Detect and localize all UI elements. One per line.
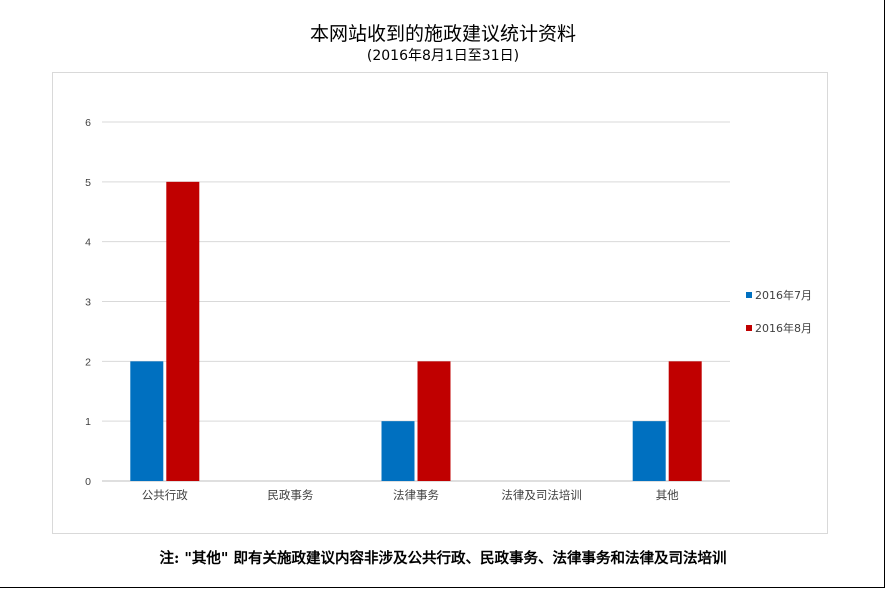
chart-subtitle: (2016年8月1日至31日) — [366, 48, 520, 64]
legend-swatch — [746, 325, 752, 331]
bars — [130, 181, 702, 482]
y-tick-label: 2 — [85, 356, 91, 368]
bar — [166, 181, 200, 482]
x-tick-label: 公共行政 — [142, 488, 188, 502]
y-axis-ticks: 0 1 2 3 4 5 6 — [85, 117, 91, 488]
y-tick-label: 3 — [85, 297, 91, 309]
x-tick-label: 民政事务 — [267, 488, 313, 502]
bar — [632, 421, 666, 481]
bar — [668, 361, 702, 481]
legend: 2016年7月 2016年8月 — [746, 288, 812, 335]
x-tick-label: 法律及司法培训 — [501, 488, 582, 502]
y-tick-label: 6 — [85, 117, 91, 129]
chart-title: 本网站收到的施政建议统计资料 — [309, 23, 576, 45]
y-tick-label: 5 — [85, 177, 91, 189]
legend-swatch — [746, 292, 752, 298]
y-tick-label: 4 — [85, 237, 91, 249]
footnote: 注: "其他" 即有关施政建议内容非涉及公共行政、民政事务、法律事务和法律及司法… — [159, 550, 727, 567]
y-tick-label: 1 — [85, 416, 91, 428]
legend-label: 2016年8月 — [755, 321, 812, 335]
bar — [130, 361, 164, 481]
bar — [417, 361, 451, 481]
bar — [381, 421, 415, 481]
x-axis-ticks: 公共行政 民政事务 法律事务 法律及司法培训 其他 — [142, 488, 679, 502]
x-tick-label: 其他 — [656, 488, 679, 502]
y-tick-label: 0 — [85, 476, 91, 488]
gridlines — [102, 121, 730, 482]
chart-area — [52, 72, 828, 534]
legend-label: 2016年7月 — [755, 288, 812, 302]
x-tick-label: 法律事务 — [393, 488, 439, 502]
